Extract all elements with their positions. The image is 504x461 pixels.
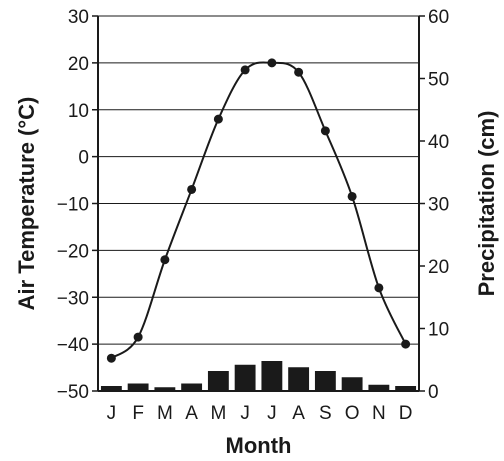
month-tick-label: A [292,403,305,424]
month-tick-label: J [107,403,117,424]
x-axis-title: Month [226,433,292,458]
precipitation-bar [127,383,149,391]
precipitation-bar [288,367,310,391]
temperature-point [240,65,250,75]
right-tick-label: 30 [428,195,449,216]
precipitation-bar [154,387,176,391]
month-tick-label: J [267,403,277,424]
left-tick-label: −20 [57,241,89,262]
month-tick-label: F [132,403,144,424]
left-tick-label: 30 [68,7,89,28]
right-tick-label: 50 [428,70,449,91]
temperature-point [320,126,330,136]
month-tick-label: M [210,403,226,424]
precipitation-bars [100,361,417,391]
left-tick-label: −50 [57,382,89,403]
precipitation-bar [341,377,363,391]
left-tick-label: 20 [68,54,89,75]
precipitation-bar [395,386,417,391]
left-axis-ticks: 30 20 10 0 −10 −20 −30 −40 −50 [57,7,98,403]
month-tick-label: M [157,403,173,424]
temperature-point [106,353,116,363]
gridlines [98,15,419,392]
month-tick-label: D [399,403,413,424]
precipitation-bar [314,371,336,391]
temperature-line [110,61,407,360]
right-tick-label: 60 [428,7,449,28]
month-tick-label: S [319,403,332,424]
month-tick-label: N [372,403,386,424]
left-tick-label: 10 [68,101,89,122]
temperature-point [160,255,170,265]
left-axis-title: Air Temperature (°C) [14,97,39,311]
temperature-point [294,67,304,77]
right-tick-label: 10 [428,320,449,341]
precipitation-bar [261,361,283,391]
temperature-point [347,191,357,201]
precipitation-bar [368,384,390,391]
temperature-point [133,332,143,342]
temperature-point [213,114,223,124]
temperature-points [106,58,411,363]
precipitation-bar [207,371,229,391]
temperature-point [267,58,277,68]
temperature-point [187,184,197,194]
precipitation-bar [234,364,256,391]
left-tick-label: 0 [78,148,89,169]
month-tick-label: O [345,403,360,424]
precipitation-bar [100,386,122,391]
left-tick-label: −30 [57,288,89,309]
temperature-point [401,339,411,349]
precipitation-bar [181,383,203,391]
temperature-point [374,283,384,293]
month-tick-label: A [185,403,198,424]
right-tick-label: 40 [428,132,449,153]
left-tick-label: −10 [57,195,89,216]
left-tick-label: −40 [57,335,89,356]
month-tick-label: J [240,403,250,424]
right-tick-label: 20 [428,257,449,278]
right-tick-label: 0 [428,382,439,403]
right-axis-ticks: 60 50 40 30 20 10 0 [419,7,449,403]
right-axis-title: Precipitation (cm) [474,111,499,297]
